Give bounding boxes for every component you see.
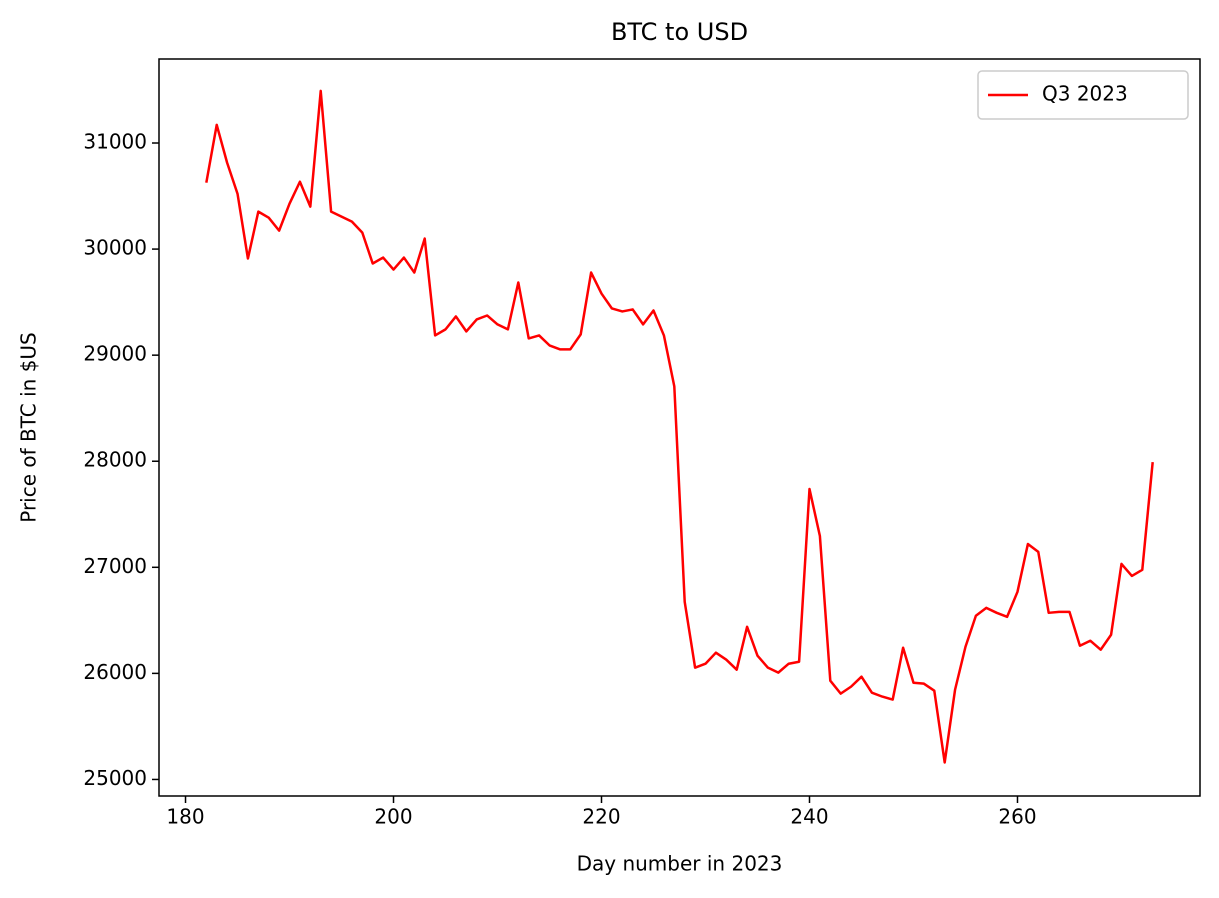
legend-label: Q3 2023 [1042, 82, 1128, 106]
y-tick-label: 26000 [83, 660, 147, 684]
data-line [205, 89, 1154, 764]
y-tick-label: 25000 [83, 766, 147, 790]
x-tick-label: 260 [998, 805, 1036, 829]
plot-frame [158, 58, 1201, 797]
y-tick-label: 30000 [83, 236, 147, 260]
y-tick-label: 29000 [83, 342, 147, 366]
x-axis-label: Day number in 2023 [577, 852, 783, 876]
y-tick-label: 31000 [83, 130, 147, 154]
x-tick-label: 200 [374, 805, 412, 829]
chart-title: BTC to USD [611, 18, 748, 46]
y-tick-label: 28000 [83, 448, 147, 472]
y-axis-label: Price of BTC in $US [17, 332, 41, 523]
x-tick-label: 240 [790, 805, 828, 829]
legend-box [977, 70, 1189, 120]
x-tick-label: 220 [582, 805, 620, 829]
x-tick-label: 180 [166, 805, 204, 829]
y-tick-label: 27000 [83, 554, 147, 578]
